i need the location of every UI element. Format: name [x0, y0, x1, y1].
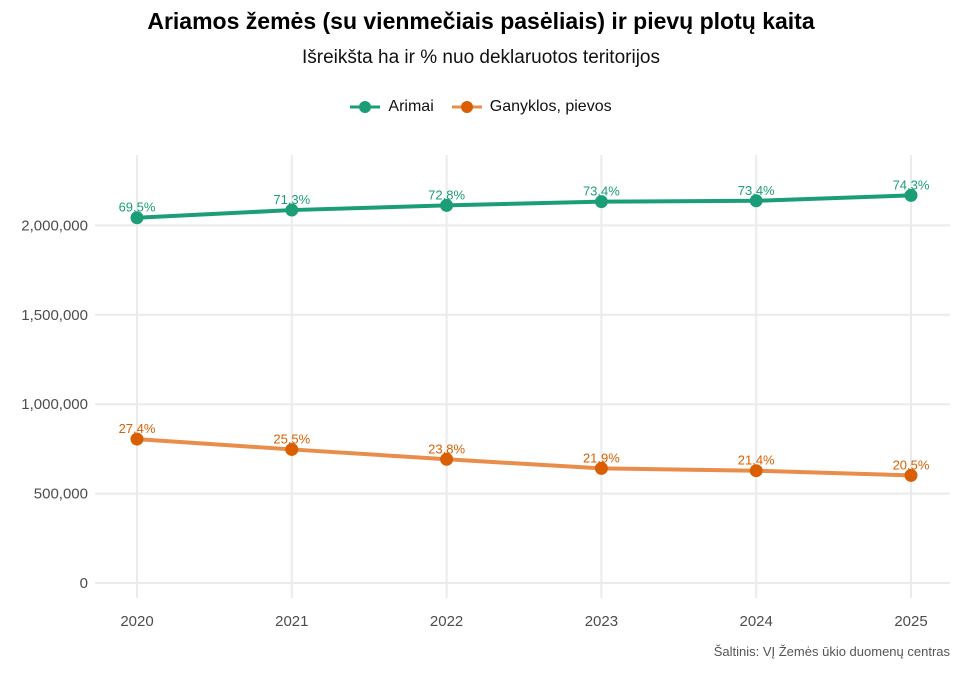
data-point [130, 432, 144, 446]
x-tick-label: 2025 [894, 613, 927, 630]
data-point [749, 464, 763, 478]
data-label: 74.3% [893, 177, 930, 192]
data-label: 23.8% [428, 441, 465, 456]
data-point [749, 194, 763, 208]
data-label: 69.5% [119, 200, 156, 215]
data-point [285, 442, 299, 456]
chart-title: Ariamos žemės (su vienmečiais pasėliais)… [147, 8, 815, 34]
chart-subtitle: Išreikšta ha ir % nuo deklaruotos terito… [302, 47, 660, 68]
legend-label: Ganyklos, pievos [489, 98, 612, 115]
data-label: 25.5% [273, 431, 310, 446]
data-point [130, 211, 144, 225]
data-label: 73.4% [583, 184, 620, 199]
legend: Arimai Ganyklos, pievos [0, 98, 962, 116]
data-point [594, 461, 608, 475]
data-point [904, 188, 918, 202]
x-tick-label: 2022 [430, 613, 463, 630]
x-tick-label: 2023 [585, 613, 618, 630]
data-label: 21.9% [583, 450, 620, 465]
data-label: 20.5% [893, 457, 930, 472]
x-tick-label: 2020 [120, 613, 153, 630]
x-tick-label: 2024 [740, 613, 773, 630]
data-point [594, 195, 608, 209]
data-label: 71.3% [273, 192, 310, 207]
caption: Šaltinis: VĮ Žemės ūkio duomenų centras [713, 644, 950, 659]
y-tick-label: 1,000,000 [21, 396, 88, 413]
series-line-0 [136, 193, 912, 220]
data-label: 73.4% [738, 183, 775, 198]
y-tick-label: 500,000 [34, 486, 88, 503]
legend-key-arimai [350, 101, 381, 113]
legend-label: Arimai [388, 98, 434, 115]
data-point [440, 198, 454, 212]
data-point [440, 452, 454, 466]
data-point [904, 468, 918, 482]
data-label: 72.8% [428, 187, 465, 202]
y-tick-label: 1,500,000 [21, 307, 88, 324]
y-tick-label: 0 [80, 575, 88, 592]
x-tick-label: 2021 [275, 613, 308, 630]
data-label: 27.4% [119, 421, 156, 436]
data-label: 21.4% [738, 453, 775, 468]
series-line-1 [136, 437, 912, 478]
legend-item-ganyklos: Ganyklos, pievos [451, 98, 612, 116]
y-tick-label: 2,000,000 [21, 217, 88, 234]
data-point [285, 203, 299, 217]
legend-key-ganyklos [451, 101, 482, 113]
legend-item-arimai: Arimai [350, 98, 434, 116]
